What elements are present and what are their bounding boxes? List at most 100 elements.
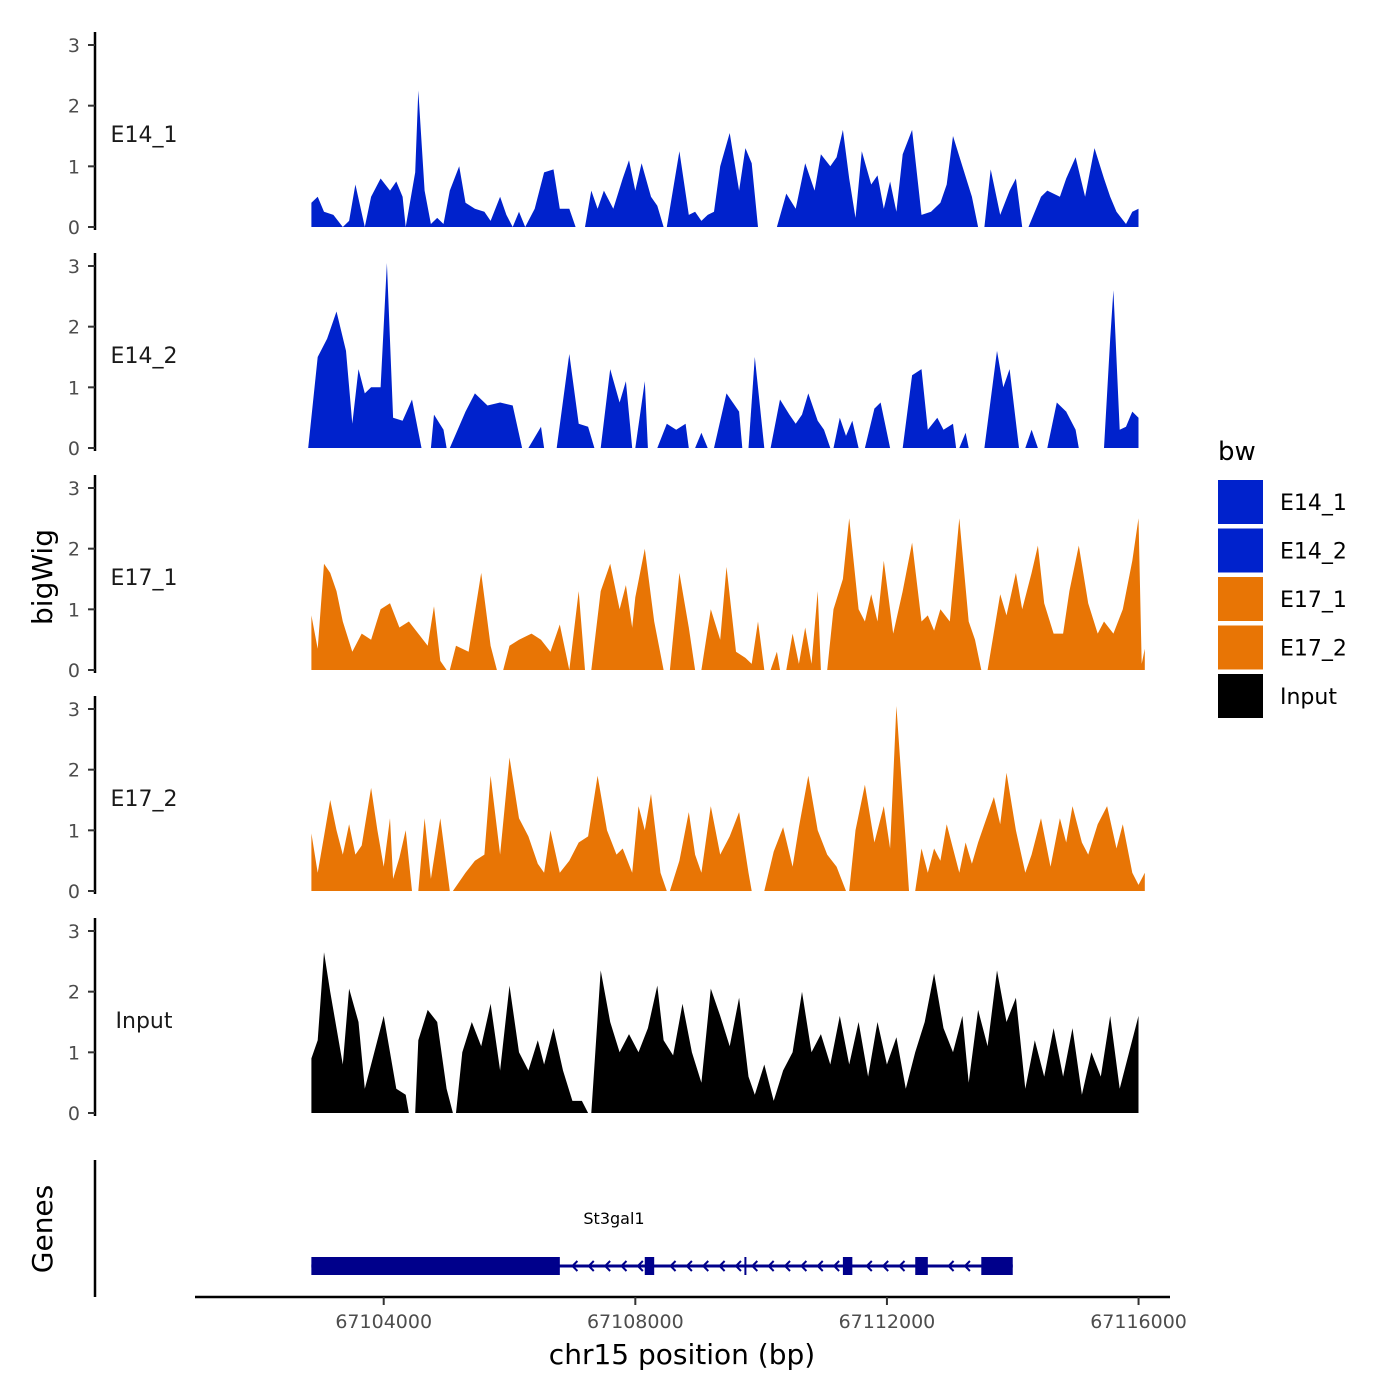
- strand-chevron: [898, 1260, 906, 1272]
- strand-chevron: [636, 1260, 644, 1272]
- gene-model: St3gal1: [311, 1209, 1013, 1275]
- x-tick-label: 67104000: [335, 1311, 432, 1333]
- y-tick-label: 3: [68, 256, 80, 278]
- coverage-area-Input: [415, 1009, 453, 1113]
- coverage-area-Input: [311, 952, 409, 1113]
- legend-label-E14_1: E14_1: [1280, 491, 1347, 516]
- x-tick-label: 67108000: [587, 1311, 684, 1333]
- track-E14_1: 0 1 2 3 E14_1: [68, 32, 1139, 239]
- genes-title: Genes: [26, 1185, 59, 1273]
- track-E17_1: 0 1 2 3 E17_1: [68, 475, 1145, 682]
- track-Input: 0 1 2 3 Input: [68, 918, 1139, 1125]
- legend-label-E14_2: E14_2: [1280, 540, 1347, 565]
- x-ticks: 67104000 67108000 67112000 67116000: [335, 1297, 1187, 1333]
- y-tick-label: 3: [68, 478, 80, 500]
- coverage-area-E14_2: [430, 414, 447, 448]
- coverage-area-E14_1: [311, 90, 576, 227]
- strand-chevron: [767, 1260, 775, 1272]
- gene-exon: [981, 1257, 1013, 1275]
- y-tick-label: 0: [68, 438, 80, 460]
- coverage-area-E17_1: [701, 566, 765, 670]
- strand-chevron: [881, 1260, 889, 1272]
- legend-title: bw: [1218, 437, 1256, 467]
- coverage-area-E14_2: [695, 432, 708, 448]
- y-tick-label: 1: [68, 599, 80, 621]
- gene-name-label: St3gal1: [583, 1209, 644, 1228]
- legend-label-Input: Input: [1280, 685, 1337, 710]
- y-tick-label: 1: [68, 156, 80, 178]
- coverage-area-E14_2: [902, 369, 957, 448]
- strand-chevron: [832, 1260, 840, 1272]
- coverage-area-E17_1: [770, 651, 780, 670]
- strand-chevron: [963, 1260, 971, 1272]
- coverage-area-E14_2: [600, 369, 633, 448]
- legend-swatch-E17_1: [1218, 577, 1263, 621]
- coverage-area-E14_1: [1028, 148, 1139, 227]
- coverage-area-E17_1: [503, 591, 585, 670]
- y-tick-label: 3: [68, 921, 80, 943]
- coverage-area-E17_1: [311, 563, 447, 670]
- y-tick-label: 2: [68, 760, 80, 782]
- gene-exon: [915, 1257, 928, 1275]
- track-label-E14_2: E14_2: [111, 344, 178, 369]
- strand-chevron: [620, 1260, 628, 1272]
- x-tick-label: 67112000: [839, 1311, 936, 1333]
- legend-swatch-E17_2: [1218, 625, 1263, 670]
- gene-exon: [311, 1257, 560, 1275]
- strand-chevron: [603, 1260, 611, 1272]
- x-axis: 67104000 67108000 67112000 67116000 chr15 p…: [195, 1295, 1187, 1371]
- coverage-area-Input: [456, 985, 589, 1113]
- legend-items: E14_1 E14_2 E17_1 E17_2 Input: [1218, 480, 1347, 718]
- strand-chevron: [685, 1260, 693, 1272]
- coverage-area-E14_2: [1025, 429, 1038, 448]
- coverage-area-E14_1: [666, 133, 758, 227]
- y-tick-label: 3: [68, 35, 80, 57]
- strand-chevron: [816, 1260, 824, 1272]
- coverage-area-E17_1: [827, 518, 982, 670]
- track-E14_2: 0 1 2 3 E14_2: [68, 253, 1139, 460]
- y-axis-title: bigWig: [26, 529, 59, 625]
- coverage-area-E17_1: [669, 572, 696, 670]
- coverage-area-E14_2: [714, 393, 743, 448]
- y-tick-label: 1: [68, 820, 80, 842]
- y-tick-label: 0: [68, 1103, 80, 1125]
- coverage-area-E17_1: [449, 572, 497, 670]
- coverage-area-E14_2: [864, 402, 891, 448]
- bigwig-tracks: 0 1 2 3 E14_1 0 1 2 3 E14_2 0 1 2 3 E17_1 0 1 2 3 E17_2 0 1 2 3…: [68, 32, 1145, 1125]
- strand-chevron: [669, 1260, 677, 1272]
- strand-chevron: [750, 1260, 759, 1272]
- legend-label-E17_2: E17_2: [1280, 637, 1347, 662]
- coverage-area-E17_1: [987, 518, 1145, 670]
- coverage-area-E17_2: [915, 772, 1145, 891]
- coverage-area-E17_2: [764, 775, 846, 891]
- coverage-area-Input: [591, 970, 1139, 1113]
- y-tick-label: 3: [68, 699, 80, 721]
- coverage-area-E14_2: [657, 423, 689, 448]
- coverage-area-E14_2: [635, 381, 648, 448]
- coverage-area-E14_2: [1047, 402, 1079, 448]
- y-tick-label: 2: [68, 96, 80, 118]
- coverage-area-E17_2: [418, 818, 450, 891]
- coverage-area-E17_2: [452, 757, 667, 891]
- y-tick-label: 0: [68, 660, 80, 682]
- legend-label-E17_1: E17_1: [1280, 588, 1347, 613]
- coverage-area-E14_1: [776, 129, 979, 227]
- strand-chevron: [587, 1260, 595, 1272]
- gene-panel: Genes St3gal1: [26, 1160, 1013, 1297]
- legend-swatch-Input: [1218, 674, 1263, 718]
- coverage-area-E14_1: [585, 160, 664, 227]
- legend: bw E14_1 E14_2 E17_1 E17_2 Input: [1218, 437, 1347, 718]
- coverage-area-E14_2: [528, 426, 545, 448]
- y-tick-label: 2: [68, 982, 80, 1004]
- y-tick-label: 1: [68, 1042, 80, 1064]
- coverage-area-E14_2: [1104, 290, 1139, 448]
- strand-chevron: [718, 1260, 726, 1272]
- legend-swatch-E14_1: [1218, 480, 1263, 524]
- track-label-E14_1: E14_1: [111, 123, 178, 148]
- track-label-Input: Input: [116, 1009, 173, 1034]
- strand-chevron: [947, 1260, 955, 1272]
- coverage-area-E14_2: [984, 350, 1019, 448]
- x-axis-title: chr15 position (bp): [549, 1338, 815, 1371]
- y-tick-label: 2: [68, 317, 80, 339]
